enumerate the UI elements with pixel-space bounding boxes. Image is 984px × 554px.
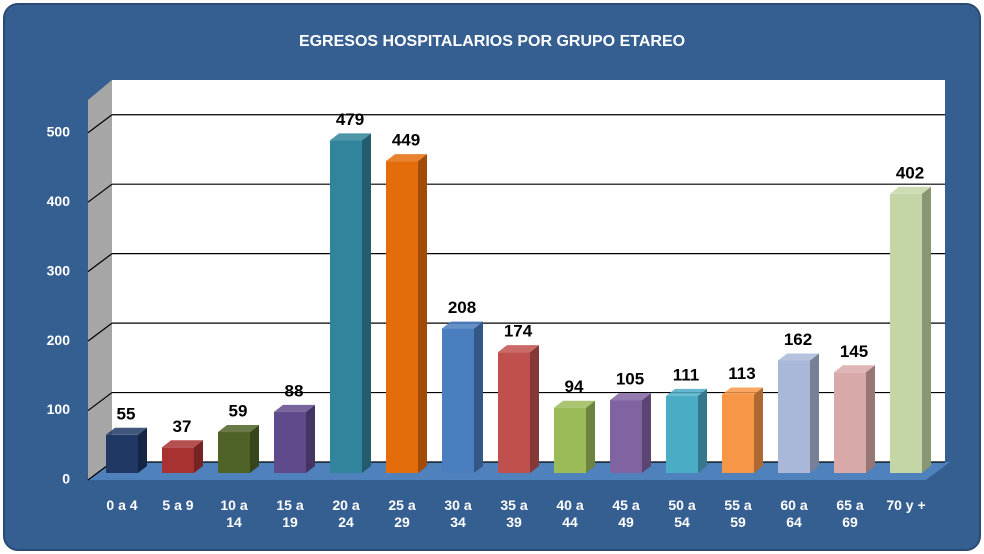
- grid-line-side: [87, 183, 113, 203]
- bar-top: [218, 425, 259, 433]
- bar-side: [306, 404, 315, 473]
- value-label: 105: [616, 370, 644, 389]
- bar-top: [106, 427, 147, 435]
- bar-top: [442, 321, 483, 329]
- bar-side: [530, 345, 539, 473]
- value-label: 449: [392, 131, 420, 150]
- value-label: 59: [229, 402, 248, 421]
- value-label: 145: [840, 342, 868, 361]
- value-label: 174: [504, 322, 533, 341]
- bar: [834, 372, 866, 473]
- bar: [722, 394, 754, 473]
- bar-side: [362, 133, 371, 473]
- bar: [610, 400, 642, 473]
- bar-side: [698, 388, 707, 473]
- value-label: 208: [448, 298, 476, 317]
- bar: [106, 434, 138, 473]
- x-tick-label: 5 a 9: [162, 497, 194, 513]
- bar-top: [834, 365, 875, 373]
- side-wall: [88, 80, 112, 480]
- x-tick-label: 60 a 64: [780, 497, 808, 530]
- value-label: 111: [673, 365, 700, 384]
- x-tick-label: 35 a 39: [500, 497, 528, 530]
- bar-top: [386, 154, 427, 162]
- bar-side: [474, 321, 483, 473]
- bar-top: [610, 393, 651, 401]
- y-tick-label: 500: [47, 123, 71, 139]
- value-label: 479: [336, 110, 364, 129]
- grid-line-side: [87, 253, 113, 273]
- y-tick-label: 400: [47, 193, 71, 209]
- value-label: 88: [285, 381, 304, 400]
- bar-side: [922, 186, 931, 473]
- value-label: 37: [173, 417, 192, 436]
- x-tick-label: 30 a 34: [444, 497, 472, 530]
- bar-top: [162, 440, 203, 448]
- bar: [890, 193, 922, 473]
- x-tick-label: 70 y +: [886, 497, 926, 513]
- bar: [162, 447, 194, 473]
- bar-side: [866, 365, 875, 473]
- value-label: 94: [565, 377, 584, 396]
- bar-side: [586, 400, 595, 473]
- bar-top: [498, 345, 539, 353]
- bar-side: [754, 387, 763, 473]
- bar: [330, 140, 362, 473]
- bar-side: [642, 393, 651, 473]
- bar-side: [418, 154, 427, 473]
- bar-top: [666, 388, 707, 396]
- x-tick-label: 10 a 14: [220, 497, 248, 530]
- bar-side: [138, 427, 147, 473]
- value-label: 162: [784, 330, 812, 349]
- value-label: 402: [896, 163, 924, 182]
- bar-side: [194, 440, 203, 473]
- bar: [666, 395, 698, 473]
- bar: [442, 328, 474, 473]
- y-tick-label: 200: [47, 332, 71, 348]
- bar: [778, 360, 810, 473]
- x-tick-label: 25 a 29: [388, 497, 416, 530]
- x-tick-label: 50 a 54: [668, 497, 696, 530]
- bar: [274, 411, 306, 473]
- bar: [386, 161, 418, 473]
- x-tick-label: 55 a 59: [724, 497, 752, 530]
- x-tick-label: 20 a 24: [332, 497, 360, 530]
- bar-side: [250, 425, 259, 473]
- x-tick-label: 65 a 69: [836, 497, 864, 530]
- grid-line-side: [87, 322, 113, 342]
- bar-top: [554, 400, 595, 408]
- bar-top: [778, 353, 819, 361]
- bar-top: [890, 186, 931, 194]
- bar-side: [810, 353, 819, 473]
- bar-top: [274, 404, 315, 412]
- value-label: 55: [117, 404, 136, 423]
- y-tick-label: 100: [47, 401, 71, 417]
- x-tick-label: 45 a 49: [612, 497, 640, 530]
- chart-title: EGRESOS HOSPITALARIOS POR GRUPO ETAREO: [299, 33, 685, 50]
- grid-line-side: [87, 114, 113, 134]
- y-tick-label: 0: [62, 471, 70, 487]
- x-tick-label: 0 a 4: [106, 497, 138, 513]
- bar-top: [722, 387, 763, 395]
- bar: [554, 407, 586, 473]
- bar: [498, 352, 530, 473]
- x-tick-label: 15 a 19: [276, 497, 304, 530]
- bar: [218, 432, 250, 473]
- x-tick-label: 40 a 44: [556, 497, 584, 530]
- value-label: 113: [728, 364, 755, 383]
- grid-line-side: [87, 392, 113, 412]
- bar-top: [330, 133, 371, 141]
- y-tick-label: 300: [47, 262, 71, 278]
